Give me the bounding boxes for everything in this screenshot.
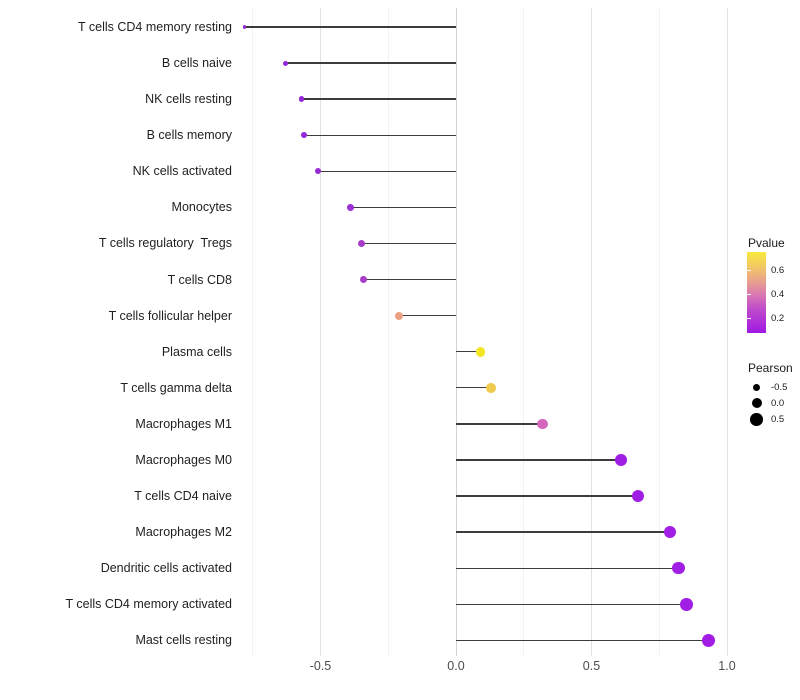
data-point (486, 382, 497, 393)
data-point (298, 96, 305, 102)
y-axis-label: T cells CD4 memory activated (65, 597, 233, 612)
data-point (360, 275, 368, 284)
legend-pearson-title: Pearson (748, 361, 793, 375)
pearson-legend-label: 0.0 (771, 397, 785, 409)
x-axis-tick-label: -0.5 (309, 659, 332, 673)
y-axis-label: T cells CD4 memory resting (78, 20, 232, 34)
y-axis-label: T cells gamma delta (120, 380, 232, 395)
data-point (701, 633, 715, 647)
data-point (282, 60, 288, 66)
lollipop-stem (456, 459, 622, 461)
legend-pvalue-title: Pvalue (748, 236, 785, 250)
data-point (671, 561, 685, 575)
pearson-legend-label: 0.5 (771, 413, 785, 425)
y-axis-label: Plasma cells (161, 344, 232, 359)
data-point (679, 597, 693, 611)
y-axis-label: T cells follicular helper (108, 308, 232, 323)
y-axis-label: T cells CD8 (167, 272, 232, 287)
pearson-legend-swatch (750, 413, 763, 426)
x-minor-gridline (523, 8, 525, 656)
x-axis-tick-label: 0.0 (447, 659, 465, 673)
data-point (346, 203, 354, 211)
lollipop-stem (285, 62, 456, 64)
data-point (631, 490, 644, 503)
data-point (301, 132, 308, 139)
y-axis-label: NK cells activated (132, 164, 232, 179)
lollipop-stem (244, 26, 456, 28)
y-axis-label: Mast cells resting (135, 633, 232, 648)
pvalue-colorbar-tick-label: 0.4 (771, 289, 785, 300)
y-axis-label: Dendritic cells activated (100, 561, 232, 576)
data-point (537, 418, 549, 430)
lollipop-stem (317, 170, 456, 172)
data-point (314, 168, 321, 175)
pvalue-colorbar-tick (747, 318, 751, 319)
x-major-gridline (455, 8, 457, 656)
pearson-legend-swatch (751, 398, 762, 409)
pvalue-colorbar (747, 252, 766, 333)
x-minor-gridline (252, 8, 254, 656)
lollipop-stem (456, 495, 638, 497)
lollipop-stem (456, 567, 679, 569)
x-minor-gridline (658, 8, 660, 656)
y-axis-label: Macrophages M2 (135, 525, 232, 540)
lollipop-stem (456, 603, 687, 605)
lollipop-stem (456, 531, 671, 533)
pearson-legend-label: -0.5 (771, 381, 788, 393)
pvalue-colorbar-tick-label: 0.6 (771, 265, 785, 276)
pvalue-colorbar-tick (747, 270, 751, 271)
data-point (475, 346, 486, 357)
lollipop-stem (456, 387, 492, 389)
lollipop-stem (399, 314, 456, 317)
data-point (395, 311, 404, 320)
y-axis-label: T cells CD4 naive (134, 489, 232, 504)
data-point (357, 239, 365, 248)
pvalue-colorbar-tick (747, 294, 751, 295)
y-axis-label: Macrophages M1 (135, 416, 232, 431)
lollipop-stem (456, 423, 543, 425)
lollipop-stem (301, 98, 456, 100)
data-point (615, 454, 628, 466)
y-axis-label: NK cells resting (145, 92, 232, 107)
x-axis-tick-label: 1.0 (718, 659, 736, 673)
lollipop-stem (361, 242, 456, 245)
lollipop-stem (304, 134, 456, 136)
y-axis-label: Macrophages M0 (135, 452, 232, 467)
x-minor-gridline (387, 8, 389, 656)
y-axis-label: Monocytes (171, 200, 232, 215)
lollipop-stem (350, 206, 456, 209)
y-axis-label: B cells memory (146, 128, 232, 143)
data-point (663, 525, 677, 539)
lollipop-stem (363, 278, 456, 281)
data-point (242, 25, 247, 29)
y-axis-label: T cells regulatory Tregs (98, 236, 232, 251)
x-major-gridline (591, 8, 592, 656)
lollipop-stem (456, 639, 709, 642)
pearson-legend-swatch (753, 383, 761, 391)
pvalue-colorbar-tick-label: 0.2 (771, 313, 785, 324)
x-axis-tick-label: 0.5 (582, 659, 601, 673)
x-major-gridline (726, 8, 728, 656)
x-major-gridline (320, 8, 321, 656)
lollipop-stem (456, 351, 481, 353)
y-axis-label: B cells naive (161, 56, 232, 71)
